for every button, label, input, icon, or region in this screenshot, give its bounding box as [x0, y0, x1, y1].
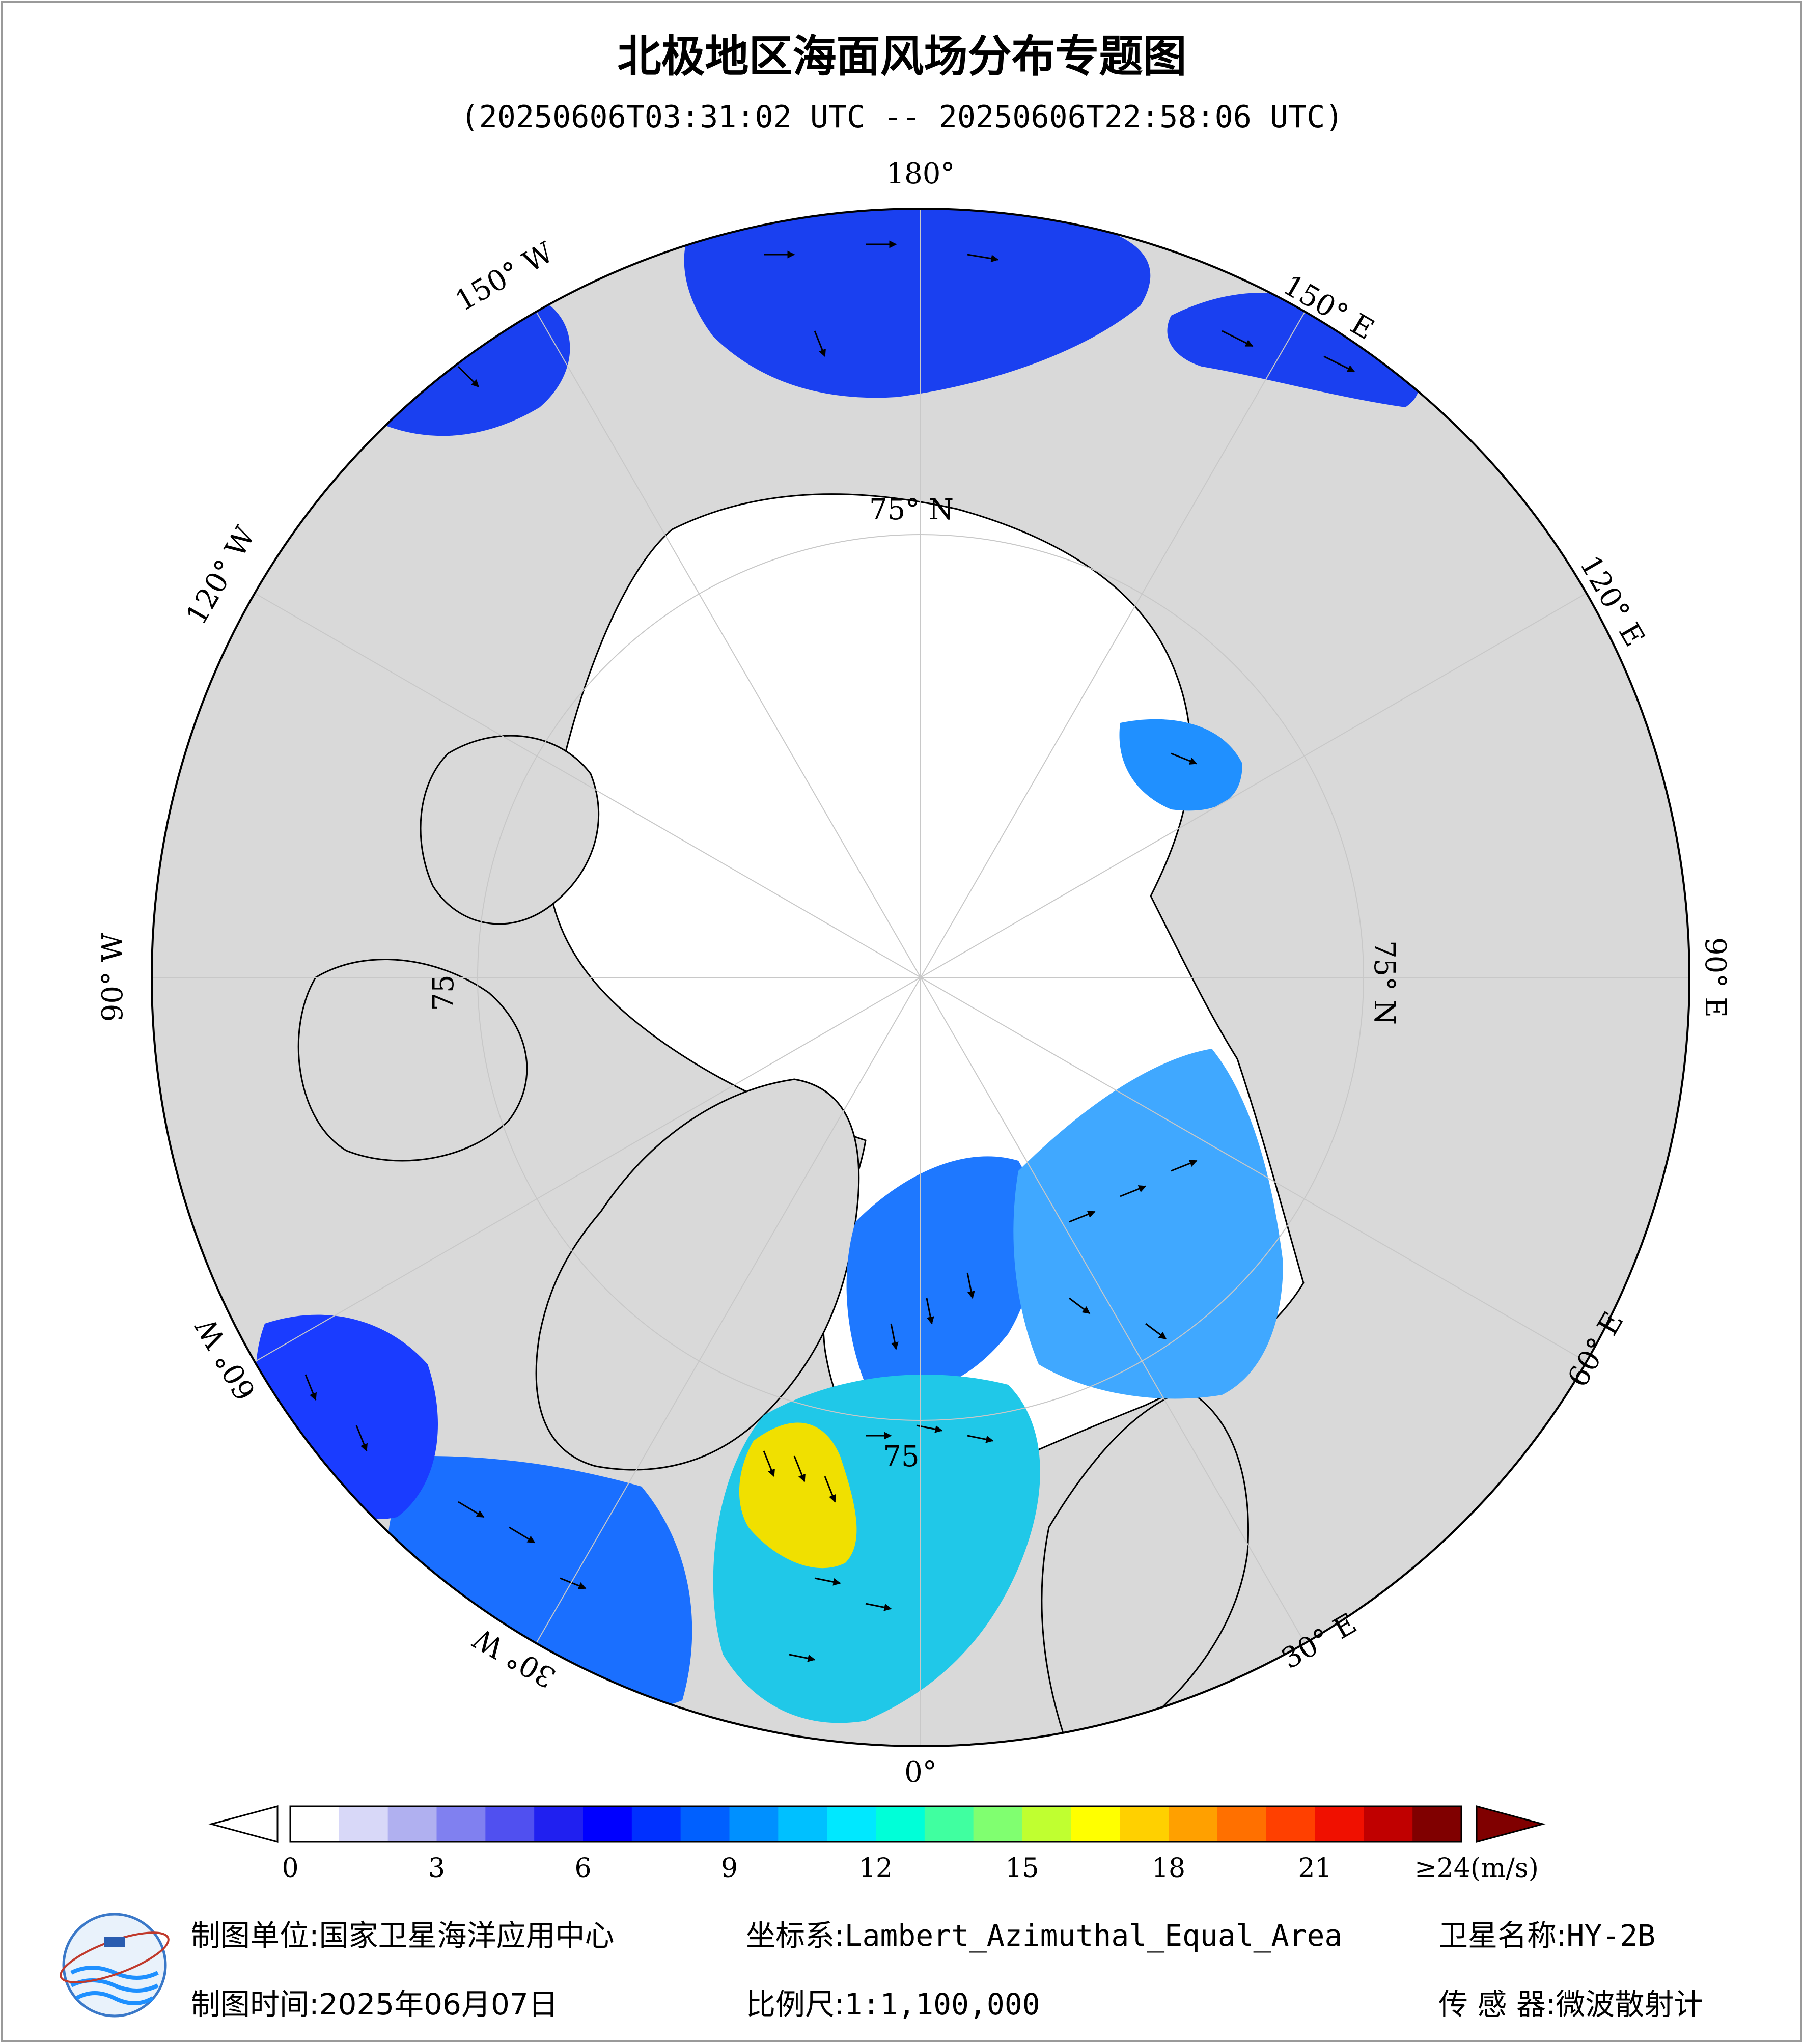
wind-swath-greenland-sea — [846, 1156, 1037, 1393]
colorbar-tick-label: 3 — [428, 1853, 446, 1884]
unit-label: 制图单位: — [191, 1918, 319, 1953]
lat-label-right: 75° N — [1368, 940, 1401, 1025]
date-value: 2025年06月07日 — [319, 1987, 558, 2022]
colorbar-tick-label: 21 — [1298, 1853, 1332, 1884]
colorbar-tick-label: 0 — [282, 1853, 299, 1884]
colorbar-tick-label: 12 — [858, 1853, 893, 1884]
satellite-value: HY-2B — [1566, 1918, 1656, 1953]
baffin-island — [297, 958, 528, 1162]
scandinavia — [1041, 1389, 1249, 1746]
scale-label: 比例尺: — [746, 1987, 845, 2022]
colorbar-tick-label: 18 — [1151, 1853, 1186, 1884]
satellite-row: 卫星名称:HY-2B — [1438, 1912, 1655, 1954]
coord-row: 坐标系:Lambert_Azimuthal_Equal_Area — [746, 1912, 1342, 1954]
lat-label-bottom: 75 — [883, 1440, 919, 1473]
lat-label-top: 75° N — [869, 493, 954, 526]
graticule — [152, 209, 1689, 1746]
map-title: 北极地区海面风场分布专题图 — [617, 31, 1187, 82]
satellite-label: 卫星名称: — [1438, 1918, 1567, 1953]
latitude-labels: 75° N 75° N 75 75 — [427, 493, 1401, 1473]
coord-label: 坐标系: — [746, 1918, 845, 1953]
colorbar-unit-label: ≥24(m/s) — [1414, 1853, 1539, 1884]
colorbar-tick-label: 6 — [574, 1853, 592, 1884]
sensor-row: 传 感 器:微波散射计 — [1438, 1980, 1703, 2023]
coord-value: Lambert_Azimuthal_Equal_Area — [844, 1918, 1343, 1953]
unit-row: 制图单位:国家卫星海洋应用中心 — [191, 1912, 615, 1954]
lon-label-150w: 150° W — [450, 236, 559, 318]
greenland — [535, 1078, 860, 1471]
wind-swath-bering-strait — [684, 209, 1151, 398]
date-row: 制图时间:2025年06月07日 — [191, 1980, 558, 2023]
polar-wind-map: 180° 150° E 120° E 90° E 60° E 30° E 0° … — [96, 157, 1732, 1789]
wind-swath-kara-sea — [1119, 719, 1242, 811]
scale-row: 比例尺:1:1,100,000 — [746, 1980, 1040, 2023]
sensor-label: 传 感 器: — [1438, 1987, 1556, 2022]
date-label: 制图时间: — [191, 1987, 319, 2022]
time-range-subtitle: (20250606T03:31:02 UTC -- 20250606T22:58… — [460, 99, 1344, 135]
lon-label-180: 180° — [886, 157, 955, 190]
colorbar-tick-label: 9 — [720, 1853, 738, 1884]
lat-label-left: 75 — [427, 974, 460, 1011]
lon-label-90e: 90° E — [1699, 937, 1732, 1018]
wind-swath-high-winds — [739, 1422, 857, 1569]
sensor-value: 微波散射计 — [1556, 1987, 1704, 2022]
wind-swath-alaska — [367, 305, 570, 436]
wind-vectors — [304, 240, 1355, 1662]
lon-label-90w: 90° W — [96, 933, 129, 1022]
scale-value: 1:1,100,000 — [844, 1987, 1040, 2022]
map-boundary — [151, 208, 1690, 1747]
colorbar-tick-label: 15 — [1005, 1853, 1039, 1884]
canadian-archipelago — [420, 735, 600, 925]
unit-value: 国家卫星海洋应用中心 — [319, 1918, 615, 1953]
nsoas-logo — [60, 1913, 170, 2018]
lon-label-0: 0° — [904, 1756, 937, 1789]
wind-swath-barents-sea — [1013, 1049, 1283, 1399]
